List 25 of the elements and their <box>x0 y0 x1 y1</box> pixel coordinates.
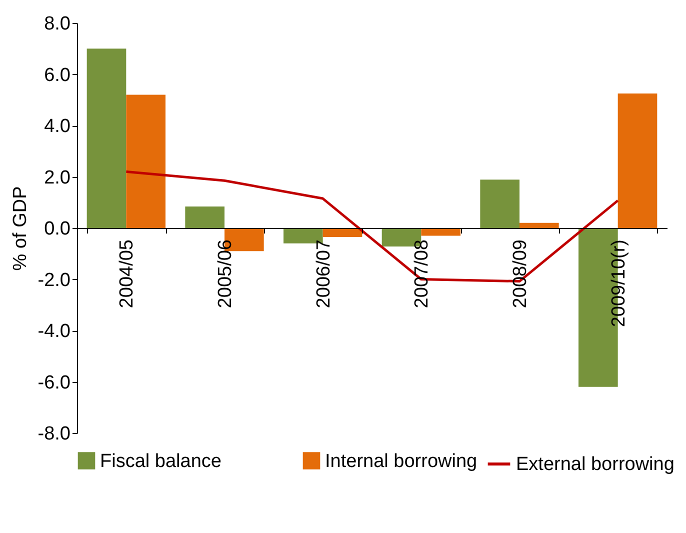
y-tick-label: 4.0 <box>44 116 70 137</box>
y-tick-label: 6.0 <box>44 64 70 86</box>
x-tick-label: 2005/06 <box>215 240 236 308</box>
bar <box>480 180 520 228</box>
y-axis-title: % of GDP <box>10 186 31 271</box>
bar <box>618 93 658 228</box>
x-tick-label: 2006/07 <box>313 240 334 308</box>
y-tick-label: 8.0 <box>44 14 70 34</box>
y-tick-label: -2.0 <box>38 270 70 291</box>
bar <box>185 206 224 228</box>
y-tick-label: -4.0 <box>38 321 70 342</box>
y-tick-label: 2.0 <box>44 167 70 188</box>
y-tick-label: 0.0 <box>44 218 70 240</box>
bar <box>520 222 559 228</box>
x-tick-label: 2008/09 <box>510 240 531 308</box>
y-tick-label: -6.0 <box>38 372 70 394</box>
x-tick-label: 2004/05 <box>116 240 138 308</box>
bar <box>126 94 166 228</box>
x-tick-label: 2007/08 <box>412 240 433 308</box>
legend-label: Fiscal balance <box>100 450 222 472</box>
legend-label: External borrowing <box>516 454 674 475</box>
y-tick-label: -8.0 <box>38 424 70 444</box>
x-tick-label: 2009/10(r) <box>608 240 630 328</box>
legend-label: Internal borrowing <box>325 450 478 472</box>
bar <box>86 48 126 228</box>
